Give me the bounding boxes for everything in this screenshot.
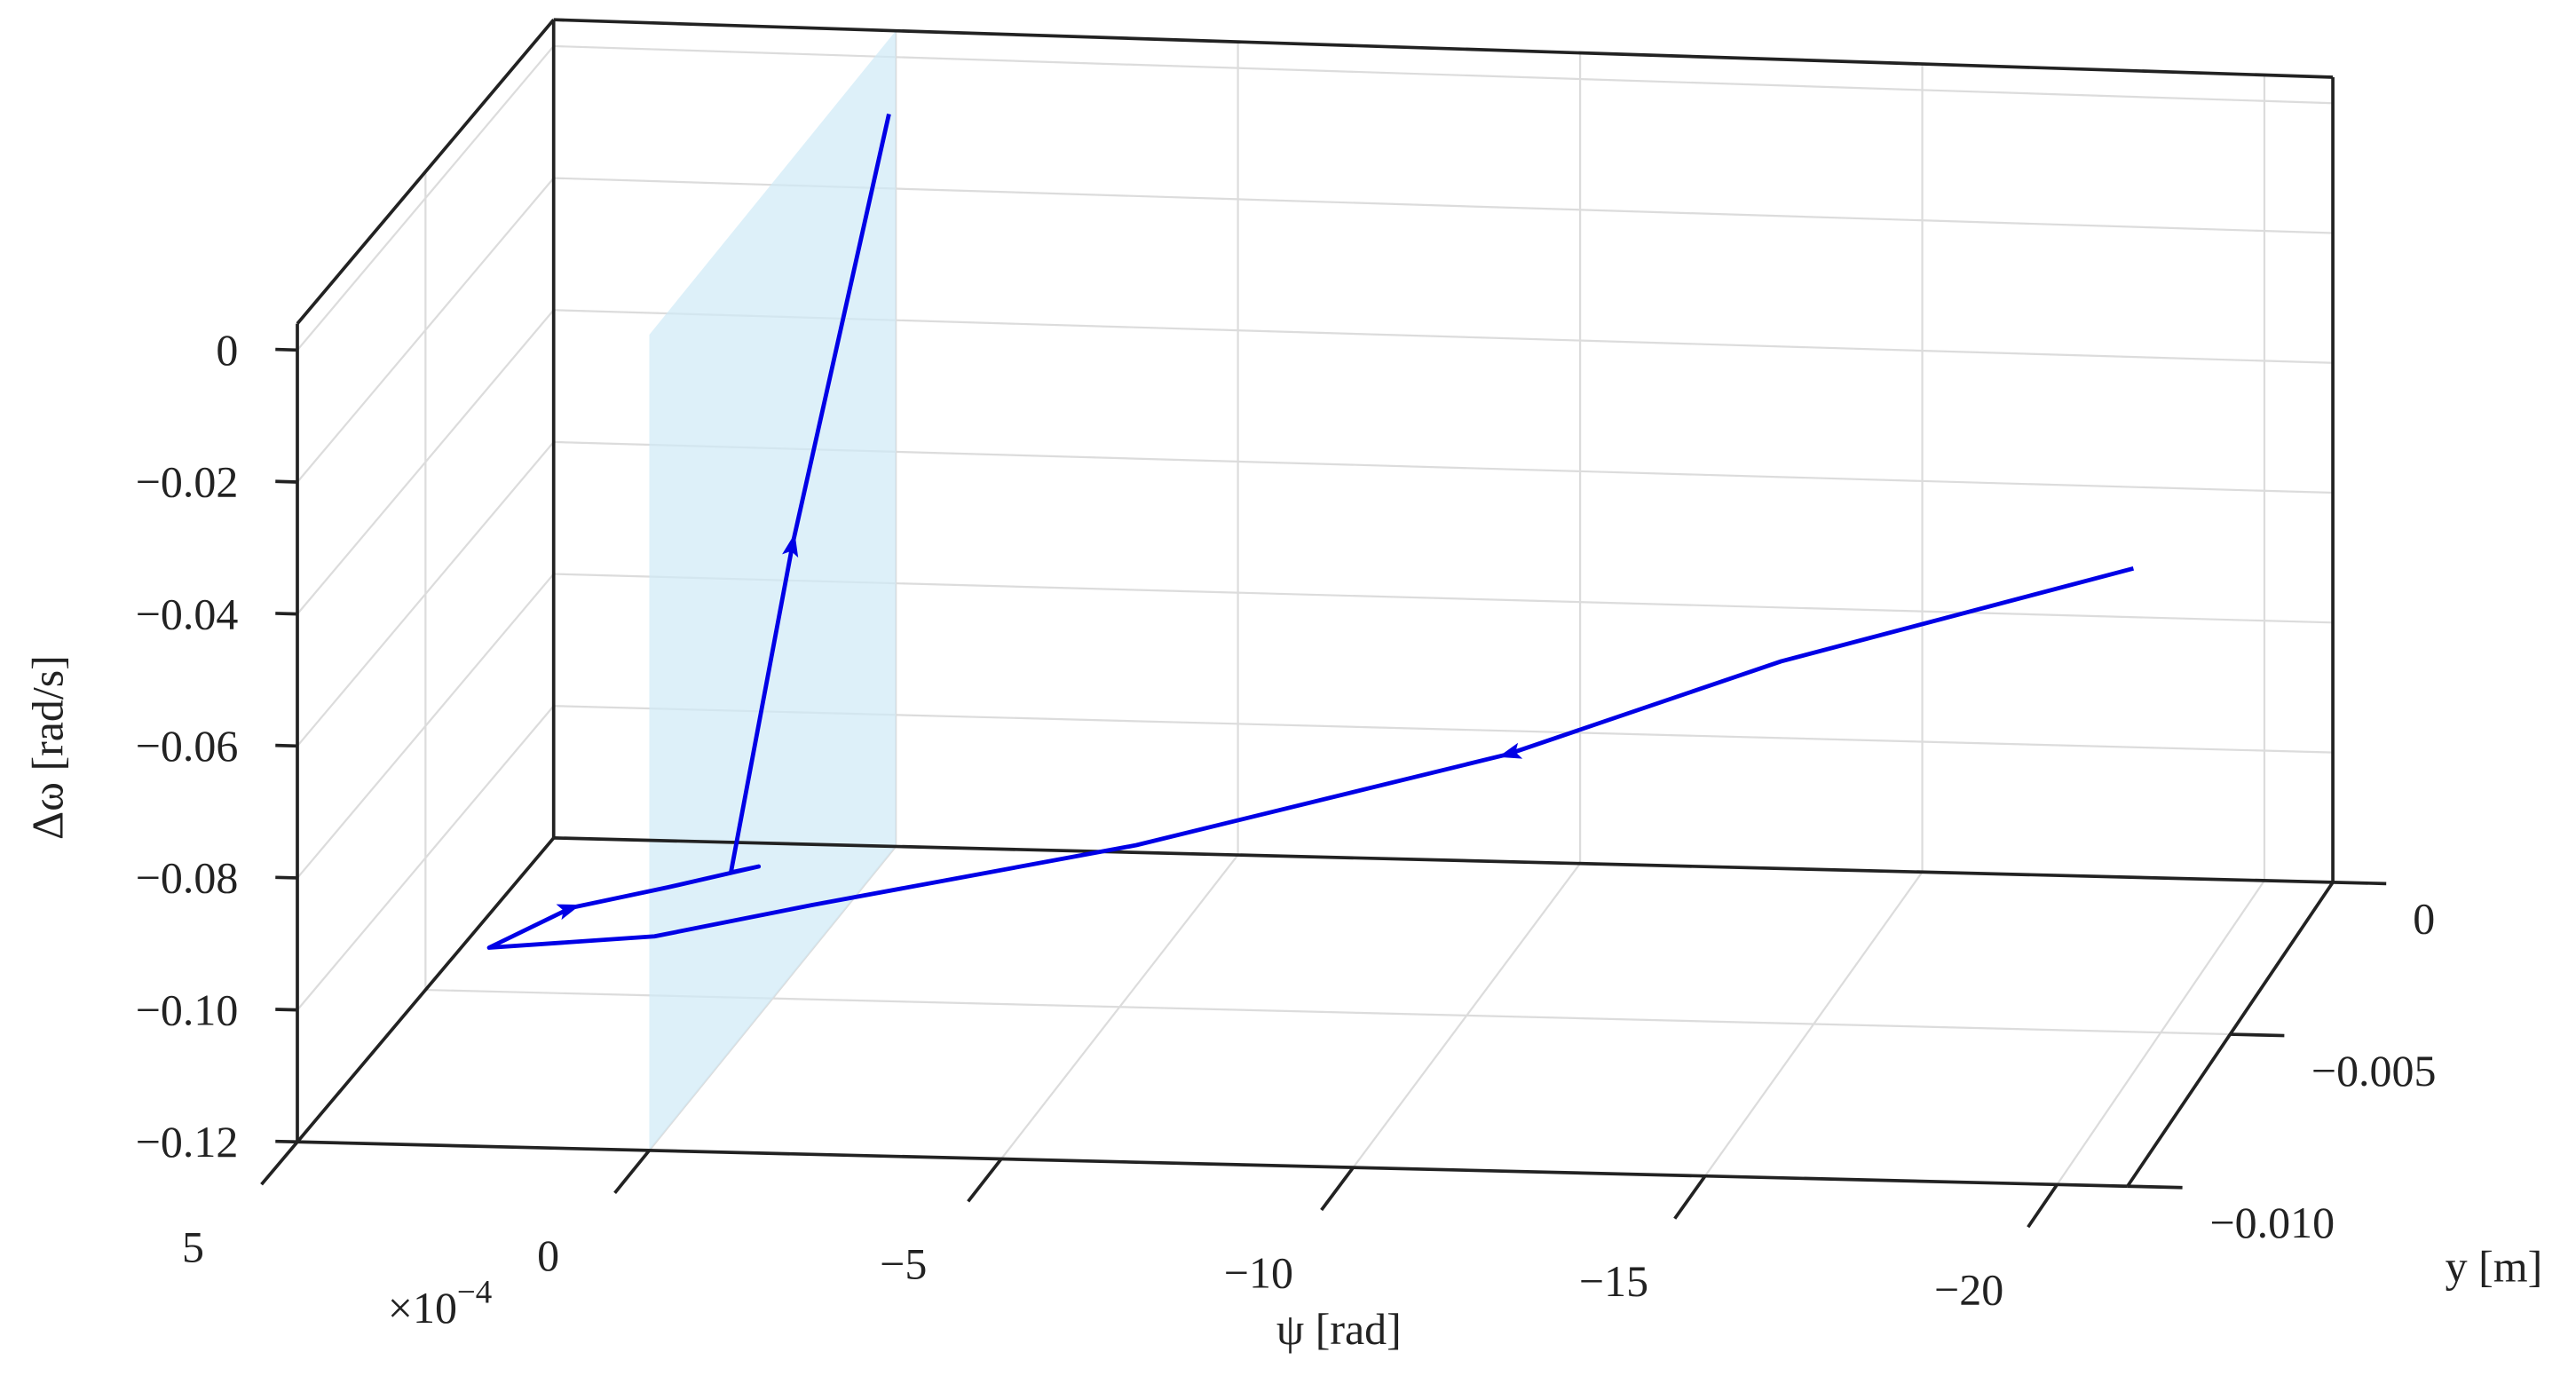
x-tick-label: −20 [1934,1265,2003,1315]
plane [649,30,897,1151]
grid-line [296,705,555,1011]
grid-line [296,309,555,615]
z-tick-label: −0.04 [136,589,239,638]
x-tick-label: 5 [182,1222,204,1271]
x-tick [613,1149,651,1194]
z-tick-label: −0.06 [136,721,239,771]
direction-arrow [1497,742,1523,759]
grid-line [296,45,555,352]
y-axis-label: y [m] [2446,1242,2543,1292]
x-tick-label: −10 [1224,1247,1293,1297]
z-tick-label: −0.12 [136,1117,239,1166]
axis-edge [296,1140,2128,1189]
x-tick-label: −15 [1579,1256,1648,1306]
x-tick [967,1158,1003,1203]
axis-edge [296,836,556,1143]
z-tick-label: 0 [216,325,238,375]
x-tick [260,1141,299,1186]
axis-edge [553,836,2334,884]
grid-line [553,44,2334,105]
z-tick [275,875,298,880]
z-tick [275,479,298,484]
z-axis-label: Δω [rad/s] [22,655,72,840]
x-tick [1673,1174,1707,1220]
y-tick-label: 0 [2413,894,2435,944]
x-tick-label: −5 [880,1239,927,1289]
x-tick-label: 0 [537,1230,559,1280]
z-tick [275,743,298,748]
grid-line [296,573,555,879]
z-tick [275,1008,298,1012]
y-tick-label: −0.005 [2311,1046,2437,1095]
direction-arrow [782,533,799,558]
z-tick-label: −0.08 [136,853,239,903]
multiplier-exponent: −4 [457,1275,492,1311]
z-tick [275,1139,298,1144]
z-tick-label: −0.02 [136,457,239,507]
x-multiplier: ×10−4 [388,1275,493,1333]
multiplier-base: ×10 [388,1283,457,1333]
grid-line [296,177,555,483]
y-tick-label: −0.010 [2210,1198,2335,1247]
grid-line [296,441,555,747]
z-tick-label: −0.10 [136,985,239,1034]
z-tick [275,612,298,616]
z-tick [275,347,298,352]
x-tick [2027,1183,2058,1229]
direction-arrow [556,904,581,921]
y-tick [2333,881,2387,886]
x-axis-label: ψ [rad] [1276,1304,1402,1354]
y-tick [2230,1032,2285,1038]
axis-edge [296,19,556,325]
x-tick [1320,1166,1355,1212]
axis-edge [553,18,2334,79]
y-tick [2127,1184,2183,1190]
